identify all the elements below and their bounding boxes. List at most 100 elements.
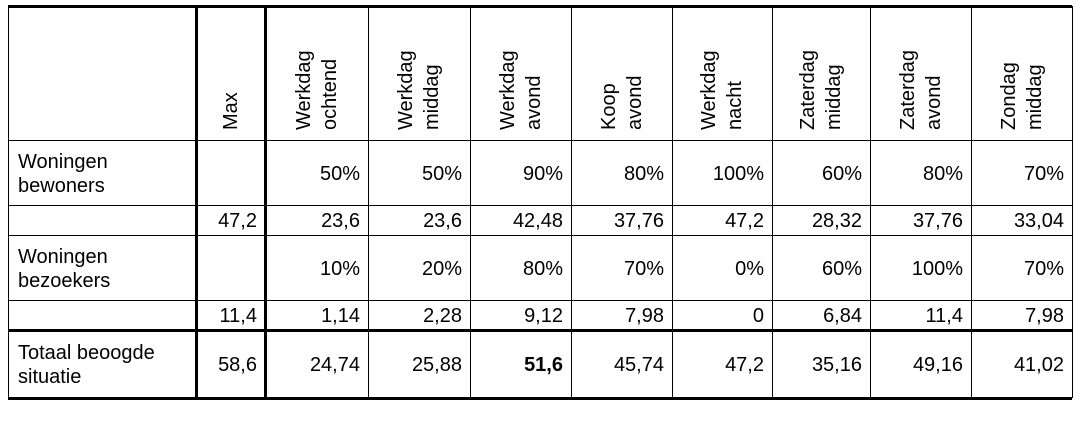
table-cell: 37,76 — [613, 210, 664, 232]
row-label-line: situatie — [18, 366, 82, 388]
table-cell: 20% — [421, 257, 462, 280]
table-cell: 7,98 — [1025, 305, 1064, 327]
table-row-border — [8, 235, 1072, 236]
column-header-text: Koop avond — [596, 76, 648, 131]
row-label: Totaal beoogde situatie — [18, 341, 155, 389]
table-cell: 33,04 — [1013, 210, 1064, 232]
table-row-border — [8, 300, 1072, 301]
row-label: Woningen bewoners — [18, 150, 108, 198]
column-header-line: ochtend — [318, 58, 341, 130]
table-cell: 50% — [319, 162, 360, 185]
table-cell: 50% — [421, 162, 462, 185]
column-header-line: Werkdag — [496, 50, 519, 130]
table-cell: 41,02 — [1013, 354, 1064, 376]
column-header-line: Zondag — [997, 62, 1020, 130]
table-row-border — [8, 140, 1072, 141]
column-header-7: Zaterdag middag — [795, 10, 847, 136]
table-cell: 60% — [821, 162, 862, 185]
table-cell: 70% — [623, 257, 664, 280]
table-cell: 2,28 — [423, 305, 462, 327]
column-header-text: Werkdag middag — [393, 50, 445, 130]
row-label-line: Woningen — [18, 150, 108, 173]
table-cell: 100% — [911, 257, 963, 280]
table-row-border — [8, 329, 1072, 332]
row-label-line: bewoners — [18, 174, 105, 197]
table-column-border — [8, 6, 9, 398]
column-header-line: Werkdag — [292, 50, 315, 130]
column-header-line: Zaterdag — [797, 49, 819, 130]
table-cell: 9,12 — [524, 305, 563, 327]
table-column-border — [264, 6, 267, 398]
column-header-3: Werkdag middag — [393, 10, 445, 136]
table-cell: 80% — [623, 162, 664, 185]
column-header-line: avond — [522, 75, 545, 131]
column-header-line: Max — [219, 92, 242, 130]
table-cell: 60% — [821, 257, 862, 280]
table-cell: 51,6 — [524, 354, 563, 376]
table-cell: 100% — [712, 162, 764, 185]
table-column-border — [470, 6, 471, 398]
column-header-text: Zaterdag avond — [895, 50, 947, 130]
column-header-line: avond — [623, 75, 646, 131]
table-cell: 47,2 — [218, 210, 257, 232]
row-label-line: bezoekers — [18, 269, 111, 292]
table-cell: 58,6 — [218, 354, 257, 376]
table-column-border — [971, 6, 972, 398]
table-row-border — [8, 5, 1072, 8]
column-header-line: middag — [1023, 64, 1046, 130]
column-header-6: Werkdag nacht — [696, 10, 748, 136]
table-column-border — [1072, 6, 1073, 398]
table-cell: 37,76 — [912, 210, 963, 232]
table-column-border — [195, 6, 198, 398]
table-column-border — [772, 6, 773, 398]
column-header-9: Zondag middag — [996, 10, 1048, 136]
table-cell: 47,2 — [725, 354, 764, 376]
table-row-border — [8, 205, 1072, 206]
table-cell: 7,98 — [625, 305, 664, 327]
table-cell: 47,2 — [725, 210, 764, 232]
table-cell: 1,14 — [321, 305, 360, 327]
column-header-line: Zaterdag — [896, 49, 919, 130]
table-cell: 0 — [752, 305, 764, 327]
column-header-text: Werkdag avond — [495, 50, 547, 130]
table-cell: 23,6 — [423, 210, 462, 232]
table-cell: 42,48 — [512, 210, 563, 232]
column-header-4: Werkdag avond — [495, 10, 547, 136]
table-cell: 49,16 — [912, 354, 963, 376]
table-cell: 25,88 — [411, 354, 462, 376]
table-cell: 10% — [319, 257, 360, 280]
table-cell: 80% — [922, 162, 963, 185]
column-header-line: avond — [922, 75, 945, 131]
column-header-text: Max — [218, 92, 244, 130]
column-header-text: Werkdag ochtend — [291, 50, 343, 130]
table-cell: 35,16 — [811, 354, 862, 376]
row-label-line: Woningen — [18, 245, 108, 268]
table-cell: 28,32 — [811, 210, 862, 232]
table-cell: 80% — [522, 257, 563, 280]
column-header-8: Zaterdag avond — [895, 10, 947, 136]
table-cell: 23,6 — [321, 210, 360, 232]
table-column-border — [672, 6, 673, 398]
column-header-1: Max — [218, 10, 244, 136]
column-header-line: middag — [421, 64, 443, 130]
table-row-border — [8, 397, 1072, 400]
column-header-line: Koop — [597, 83, 620, 130]
column-header-line: Werkdag — [698, 50, 720, 130]
table-cell: 0% — [735, 257, 764, 280]
table-cell: 70% — [1023, 257, 1064, 280]
row-label: Woningen bezoekers — [18, 245, 110, 293]
table-cell: 11,4 — [925, 305, 963, 327]
row-label-line: Totaal beoogde — [18, 342, 155, 364]
table-column-border — [368, 6, 369, 398]
column-header-text: Werkdag nacht — [696, 50, 748, 130]
column-header-5: Koop avond — [596, 10, 648, 136]
table-cell: 45,74 — [613, 354, 664, 376]
column-header-text: Zondag middag — [996, 62, 1048, 130]
table-column-border — [870, 6, 871, 398]
column-header-line: middag — [823, 64, 845, 130]
column-header-text: Zaterdag middag — [795, 50, 847, 130]
column-header-line: Werkdag — [395, 50, 417, 130]
table-cell: 6,84 — [823, 305, 862, 327]
column-header-2: Werkdag ochtend — [291, 10, 343, 136]
